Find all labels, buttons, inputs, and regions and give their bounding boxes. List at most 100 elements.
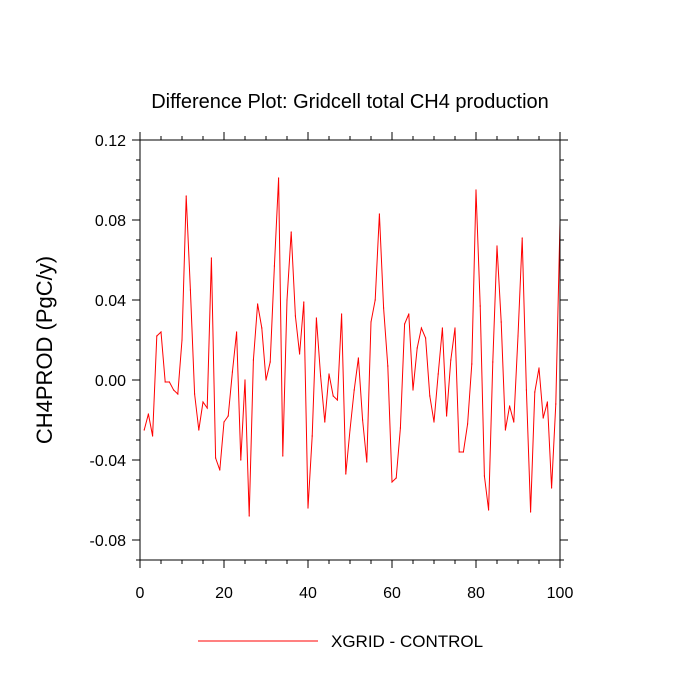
data-point <box>168 381 170 383</box>
data-point <box>278 177 280 179</box>
data-point <box>395 477 397 479</box>
data-point <box>513 421 515 423</box>
y-tick-label: 0.08 <box>95 213 126 230</box>
data-point <box>420 327 422 329</box>
data-point <box>546 401 549 403</box>
data-point <box>294 315 296 317</box>
data-point <box>332 395 334 397</box>
data-point <box>530 511 532 513</box>
data-point <box>198 429 200 431</box>
data-point <box>496 245 498 247</box>
data-point <box>341 313 343 315</box>
data-point <box>446 415 448 417</box>
data-point <box>454 327 456 329</box>
data-point <box>521 237 523 239</box>
data-point <box>345 473 347 475</box>
data-point <box>370 321 372 323</box>
data-point <box>215 457 217 459</box>
data-point <box>181 339 183 341</box>
data-point <box>349 429 351 431</box>
y-tick-label: 0.00 <box>95 373 126 390</box>
data-point <box>307 507 309 509</box>
data-point <box>320 375 322 377</box>
data-point <box>412 389 414 391</box>
data-point <box>282 455 284 457</box>
data-point <box>408 313 410 315</box>
data-point <box>219 469 221 471</box>
legend: XGRID - CONTROL <box>198 632 483 651</box>
data-point <box>156 335 158 337</box>
data-point <box>206 407 208 409</box>
data-point <box>336 399 338 401</box>
x-tick-label: 0 <box>136 585 145 602</box>
data-point <box>479 305 481 307</box>
y-tick-label: -0.04 <box>90 453 127 470</box>
data-point <box>299 353 301 355</box>
plot-area <box>143 177 561 517</box>
data-point <box>555 403 557 405</box>
data-point <box>324 421 326 423</box>
data-point <box>357 357 359 359</box>
data-point <box>223 421 225 423</box>
data-point <box>462 451 464 453</box>
data-point <box>366 461 368 463</box>
data-point <box>383 307 385 309</box>
x-tick-label: 80 <box>467 585 485 602</box>
data-point <box>416 347 418 349</box>
y-axis-label: CH4PROD (PgC/y) <box>32 256 57 444</box>
data-point <box>362 419 364 421</box>
data-point <box>202 401 204 403</box>
data-point <box>147 413 149 415</box>
data-point <box>261 327 263 329</box>
data-point <box>525 389 528 391</box>
data-point <box>387 365 389 367</box>
data-point <box>240 459 242 461</box>
data-point <box>290 231 292 233</box>
data-point <box>374 299 376 301</box>
data-point <box>273 265 275 267</box>
data-point <box>328 373 330 375</box>
data-point <box>227 415 229 417</box>
data-point <box>475 189 477 191</box>
data-point <box>189 289 191 291</box>
data-point <box>467 423 469 425</box>
legend-label: XGRID - CONTROL <box>331 632 483 651</box>
data-point <box>160 331 162 333</box>
data-point <box>433 421 435 423</box>
data-point <box>458 451 460 453</box>
data-point <box>185 195 187 197</box>
data-point <box>504 429 506 431</box>
data-point <box>378 213 380 215</box>
data-point <box>517 335 519 337</box>
chart-title: Difference Plot: Gridcell total CH4 prod… <box>151 91 549 113</box>
data-point <box>538 367 540 369</box>
y-tick-label: 0.12 <box>95 133 126 150</box>
data-point <box>236 331 238 333</box>
data-point <box>269 361 271 363</box>
data-point <box>500 321 502 323</box>
x-tick-label: 100 <box>547 585 574 602</box>
data-point <box>303 301 305 303</box>
data-point <box>152 435 154 437</box>
data-point <box>542 417 544 419</box>
data-point <box>509 405 511 407</box>
data-point <box>441 327 443 329</box>
data-point <box>425 337 427 339</box>
data-point <box>173 389 175 391</box>
data-point <box>315 317 317 319</box>
data-point <box>164 381 166 383</box>
data-point <box>286 299 288 301</box>
data-point <box>265 379 267 381</box>
data-point <box>534 391 536 393</box>
data-point <box>551 487 553 489</box>
axes: 0 20 40 60 80 100 -0.08 -0.04 0.00 0.04 0.08 0.12 <box>90 132 574 602</box>
plot-frame <box>139 139 561 561</box>
data-point <box>483 475 485 477</box>
data-point <box>429 395 431 397</box>
series-line <box>143 177 561 517</box>
data-point <box>471 363 473 365</box>
data-point <box>257 303 259 305</box>
data-point <box>231 371 233 373</box>
data-point <box>391 481 393 483</box>
